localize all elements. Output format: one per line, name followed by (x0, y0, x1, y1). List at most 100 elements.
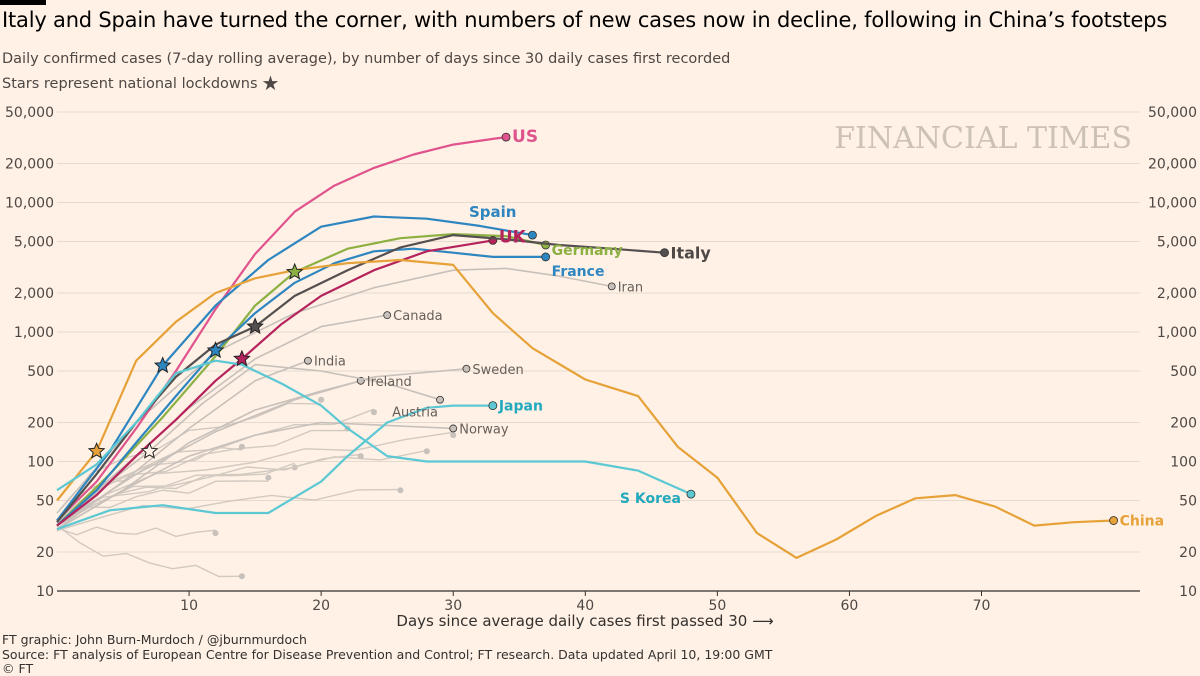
background-country-endpoint (357, 453, 364, 460)
x-tick-label: 40 (576, 598, 594, 614)
endpoint-canada (383, 311, 392, 320)
y-tick-label-left: 20,000 (5, 157, 54, 173)
label-us: US (512, 127, 538, 147)
label-india: India (314, 355, 346, 370)
endpoint-sweden (462, 364, 471, 373)
label-s-korea: S Korea (620, 491, 681, 507)
label-germany: Germany (552, 243, 623, 259)
background-country-line (56, 431, 454, 521)
series-lines (56, 132, 1118, 580)
y-tick-label-left: 50 (36, 493, 54, 509)
background-country-endpoint (450, 432, 457, 439)
background-country-line (56, 449, 427, 522)
label-norway: Norway (459, 422, 509, 437)
lockdown-star-france (206, 341, 225, 359)
label-sweden: Sweden (472, 363, 523, 378)
y-tick-label-right: 20,000 (1148, 157, 1197, 173)
label-iran: Iran (618, 280, 643, 295)
y-tick-label-left: 500 (27, 364, 54, 380)
x-axis-label: Days since average daily cases first pas… (396, 612, 773, 630)
label-austria: Austria (392, 406, 438, 421)
y-tick-label-left: 1,000 (14, 325, 54, 341)
y-tick-label-left: 100 (27, 455, 54, 471)
chart-title: Italy and Spain have turned the corner, … (2, 8, 1168, 32)
line-spain (56, 215, 533, 522)
line-norway (56, 421, 454, 530)
lockdown-star-italy (246, 317, 264, 335)
watermark: FINANCIAL TIMES (834, 121, 1132, 156)
y-tick-label-right: 2,000 (1157, 286, 1197, 302)
x-tick-label: 20 (312, 598, 330, 614)
footer-credit: FT graphic: John Burn-Murdoch / @jburnmu… (2, 632, 307, 647)
lockdown-star-uk (233, 349, 251, 367)
background-country-line (56, 526, 216, 538)
line-sweden (56, 368, 467, 527)
background-country-line (56, 480, 269, 532)
y-tick-label-right: 10 (1179, 584, 1197, 600)
line-japan (56, 404, 493, 531)
lockdown-star-spain (153, 356, 172, 374)
line-germany (56, 233, 546, 527)
y-tick-label-right: 50,000 (1148, 105, 1197, 121)
y-tick-label-left: 200 (27, 416, 54, 432)
endpoint-china (1109, 516, 1118, 525)
label-italy: Italy (671, 244, 712, 263)
label-china: China (1120, 514, 1164, 530)
star-key-icon: ★ (261, 71, 280, 95)
endpoint-austria (436, 395, 444, 404)
line-s-korea (56, 359, 692, 496)
ft-brand-bar (0, 0, 46, 5)
lockdown-star-china (87, 442, 106, 459)
x-tick-label: 30 (444, 598, 462, 614)
background-country-endpoint (212, 530, 219, 537)
line-iran (56, 267, 612, 514)
background-country-endpoint (318, 396, 325, 403)
line-canada (56, 314, 388, 527)
x-tick-label: 10 (180, 598, 198, 614)
y-tick-label-right: 100 (1170, 455, 1197, 471)
endpoint-italy (660, 248, 669, 258)
label-canada: Canada (393, 309, 442, 324)
y-tick-label-left: 50,000 (5, 105, 54, 121)
y-tick-label-right: 20 (1179, 545, 1197, 561)
y-tick-label-right: 500 (1170, 364, 1197, 380)
chart-subtitle: Daily confirmed cases (7-day rolling ave… (2, 51, 731, 67)
y-tick-label-right: 5,000 (1157, 234, 1197, 250)
label-uk: UK (499, 227, 527, 247)
background-country-endpoint (397, 487, 404, 494)
line-us (56, 136, 507, 522)
background-country-line (56, 488, 401, 532)
background-country-line (56, 524, 242, 578)
endpoint-iran (607, 282, 616, 291)
y-tick-label-left: 10,000 (5, 196, 54, 212)
line-france (56, 247, 546, 527)
footer-source: Source: FT analysis of European Centre f… (2, 647, 773, 662)
lockdown-stars (87, 262, 304, 459)
endpoint-india (304, 356, 312, 365)
background-country-endpoint (238, 573, 245, 580)
y-tick-label-left: 5,000 (14, 234, 54, 250)
x-tick-label: 50 (708, 598, 726, 614)
lockdown-star-austria (140, 442, 159, 459)
line-china (56, 258, 1114, 560)
lockdown-note-text: Stars represent national lockdowns (2, 76, 258, 92)
label-spain: Spain (469, 203, 516, 221)
series-labels: Iran Canada India Sweden Ireland Austria Norwa… (314, 127, 1164, 529)
label-japan: Japan (498, 399, 543, 415)
lockdown-note: Stars represent national lockdowns ★ (2, 71, 279, 95)
y-tick-label-right: 50 (1179, 493, 1197, 509)
endpoint-norway (449, 424, 458, 433)
lockdown-star-germany (285, 262, 304, 280)
y-tick-label-right: 200 (1170, 416, 1197, 432)
y-tick-label-left: 20 (36, 545, 54, 561)
y-tick-label-right: 1,000 (1157, 325, 1197, 341)
background-country-endpoint (370, 409, 377, 416)
endpoint-spain (528, 230, 537, 240)
y-tick-label-left: 10 (36, 584, 54, 600)
footer-copyright: © FT (2, 661, 34, 676)
axis-ticks: 10 10 20 20 50 50 100 100 200 200 500 500 1,000 1,000… (5, 105, 1197, 614)
endpoint-s-korea (686, 489, 696, 499)
endpoint-france (541, 252, 551, 262)
y-tick-label-left: 2,000 (14, 286, 54, 302)
